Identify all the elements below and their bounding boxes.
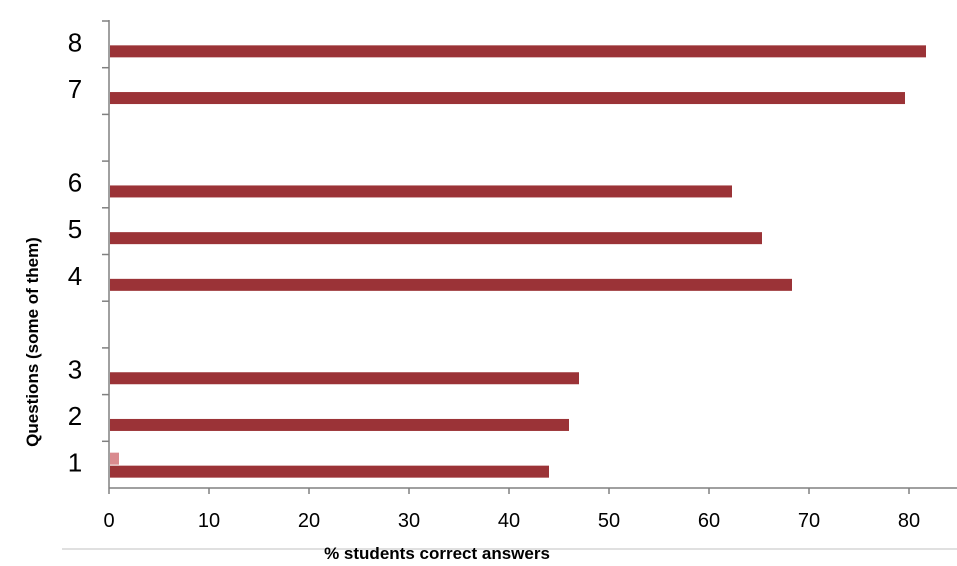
bar	[110, 45, 926, 58]
x-tick-label: 0	[103, 510, 114, 532]
category-label: 2	[68, 401, 82, 431]
x-tick-label: 30	[398, 510, 420, 532]
x-tick-label: 80	[898, 510, 920, 532]
category-label: 8	[68, 27, 82, 57]
category-label: 7	[68, 74, 82, 104]
y-axis-title: Questions (some of them)	[23, 237, 42, 447]
x-tick-label: 40	[498, 510, 520, 532]
bar	[110, 465, 549, 478]
category-label: 4	[68, 261, 82, 291]
x-axis-title: % students correct answers	[324, 544, 550, 563]
category-label: 3	[68, 354, 82, 384]
x-tick-label: 10	[198, 510, 220, 532]
bar	[110, 452, 119, 465]
plot-area: 0 10 20 30 40 50 60 70 80 1 2 3 4 5 6 7 8	[62, 20, 957, 550]
x-tick-label: 70	[798, 510, 820, 532]
bar	[110, 185, 732, 198]
bar	[110, 278, 792, 291]
x-tick-label: 50	[598, 510, 620, 532]
category-label: 6	[68, 167, 82, 197]
bar	[110, 372, 579, 385]
bar	[110, 418, 569, 431]
category-label: 1	[68, 448, 82, 478]
bar	[110, 232, 762, 245]
category-label: 5	[68, 214, 82, 244]
x-tick-label: 60	[698, 510, 720, 532]
bar	[110, 92, 905, 105]
x-tick-label: 20	[298, 510, 320, 532]
